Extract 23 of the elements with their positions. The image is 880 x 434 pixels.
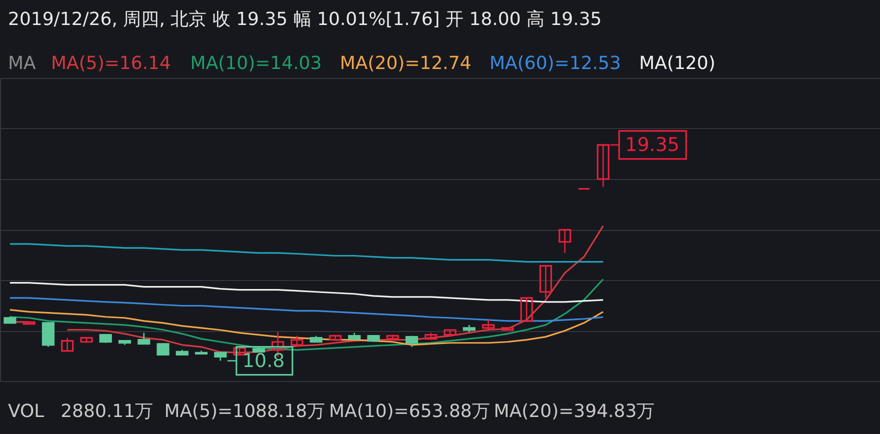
candlestick	[156, 342, 170, 356]
candlestick	[558, 228, 572, 254]
legend-title: MA	[8, 53, 37, 74]
text: 19.35	[625, 134, 680, 156]
text: MA(10)=14.03	[190, 53, 322, 74]
candlestick	[42, 322, 55, 348]
candlestick	[138, 332, 150, 346]
chart-title: 2019/12/26, 周四, 北京 收 19.35 幅 10.01%[1.76] 开 18.00 高 19.35	[8, 9, 602, 30]
text: VOL	[8, 401, 44, 422]
text: MA(5)=1088.18万	[164, 401, 326, 422]
text: MA(10)=653.88万	[329, 401, 490, 422]
text: MA(120)	[639, 53, 716, 74]
candlestick	[482, 319, 495, 332]
text: MA(5)=16.14	[51, 53, 171, 74]
text: MA(20)=394.83万	[494, 401, 655, 422]
text: MA(20)=12.74	[340, 53, 472, 74]
candlestick	[539, 265, 552, 299]
text: MA(60)=12.53	[490, 53, 621, 74]
candlestick	[520, 296, 533, 322]
candlestick	[61, 337, 74, 352]
candlestick	[290, 335, 304, 346]
text: 2880.11万	[60, 401, 154, 422]
annotation: 10.8	[242, 350, 285, 372]
